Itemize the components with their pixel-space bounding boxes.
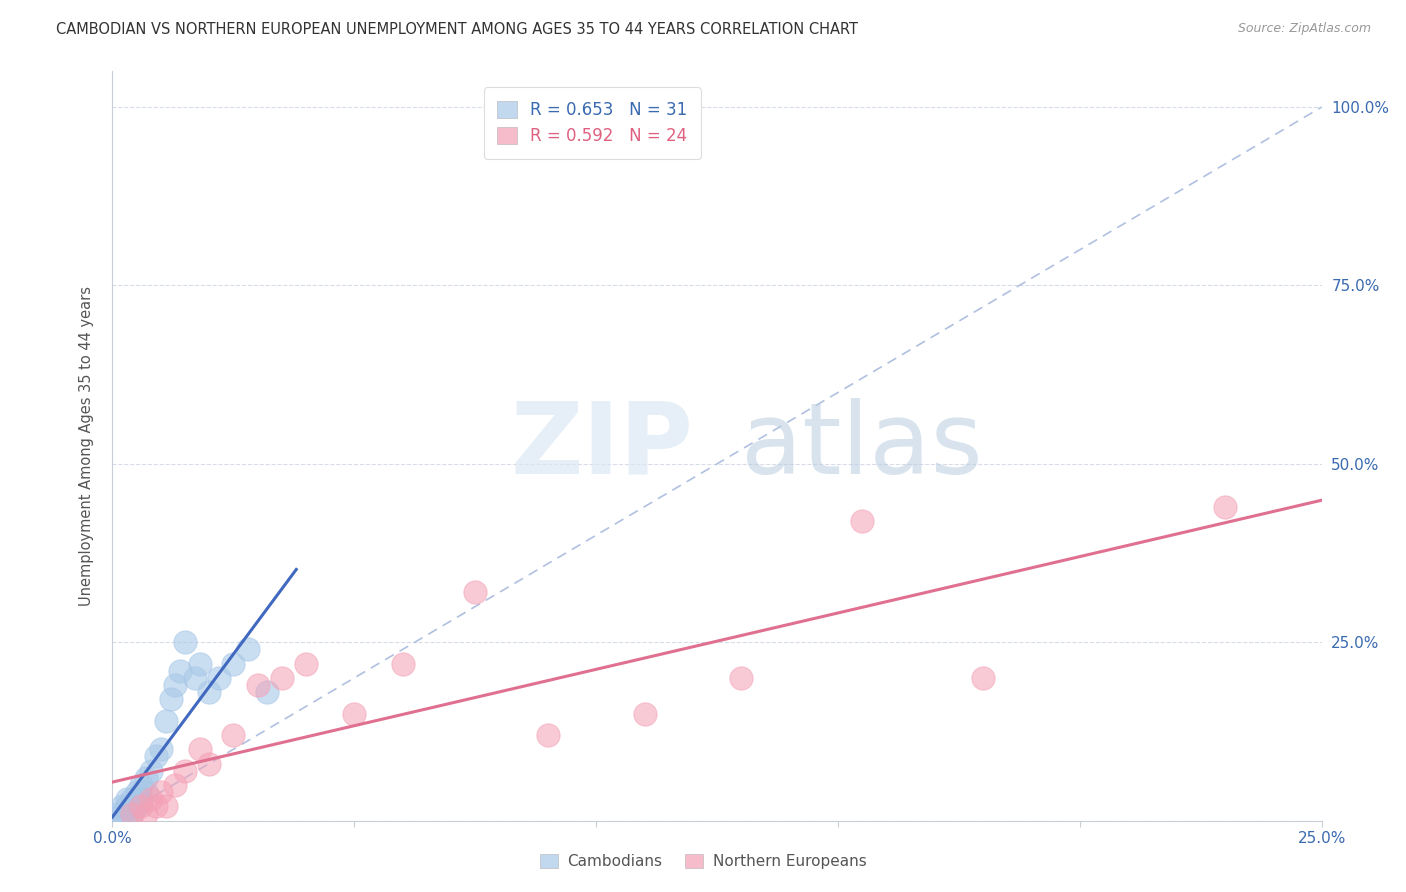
Point (165, 778, 187, 792)
Point (125, 792, 148, 806)
Point (730, 671, 752, 685)
Point (135, 806, 157, 821)
Point (159, 692, 181, 706)
Point (391, 657, 413, 671)
Point (236, 642, 259, 657)
Point (135, 771, 157, 785)
Point (121, 799, 143, 814)
Legend: Cambodians, Northern Europeans: Cambodians, Northern Europeans (533, 848, 873, 875)
Point (155, 714, 177, 728)
Point (464, 585, 486, 599)
Point (149, 785, 172, 799)
Point (198, 756, 221, 771)
Point (222, 657, 245, 671)
Point (188, 742, 211, 756)
Point (198, 685, 221, 699)
Point (115, 806, 138, 821)
Point (246, 678, 269, 692)
Point (1213, 500, 1236, 514)
Y-axis label: Unemployment Among Ages 35 to 44 years: Unemployment Among Ages 35 to 44 years (79, 286, 94, 606)
Point (141, 792, 163, 806)
Point (270, 671, 292, 685)
Point (149, 742, 172, 756)
Legend: R = 0.653   N = 31, R = 0.592   N = 24: R = 0.653 N = 31, R = 0.592 N = 24 (484, 87, 700, 159)
Text: Source: ZipAtlas.com: Source: ZipAtlas.com (1237, 22, 1371, 36)
Point (851, 514, 873, 528)
Point (105, 806, 128, 821)
Point (169, 664, 191, 678)
Text: CAMBODIAN VS NORTHERN EUROPEAN UNEMPLOYMENT AMONG AGES 35 TO 44 YEARS CORRELATIO: CAMBODIAN VS NORTHERN EUROPEAN UNEMPLOYM… (56, 22, 858, 37)
Point (295, 657, 318, 671)
Point (121, 792, 143, 806)
Point (222, 728, 245, 742)
Point (343, 706, 366, 721)
Point (183, 671, 205, 685)
Point (145, 749, 167, 764)
Text: ZIP: ZIP (510, 398, 693, 494)
Point (145, 799, 167, 814)
Point (141, 764, 163, 778)
Point (131, 799, 153, 814)
Point (155, 799, 177, 814)
Point (972, 671, 994, 685)
Point (121, 806, 143, 821)
Point (174, 764, 197, 778)
Point (131, 792, 153, 806)
Point (121, 806, 143, 821)
Point (256, 685, 278, 699)
Point (115, 799, 138, 814)
Point (537, 728, 560, 742)
Point (174, 635, 197, 649)
Point (208, 671, 231, 685)
Point (633, 706, 655, 721)
Point (115, 792, 138, 806)
Point (131, 778, 153, 792)
Point (125, 785, 148, 799)
Point (125, 799, 148, 814)
Point (165, 678, 187, 692)
Point (111, 799, 134, 814)
Point (188, 657, 211, 671)
Text: atlas: atlas (741, 398, 983, 494)
Point (111, 806, 134, 821)
Point (135, 785, 157, 799)
